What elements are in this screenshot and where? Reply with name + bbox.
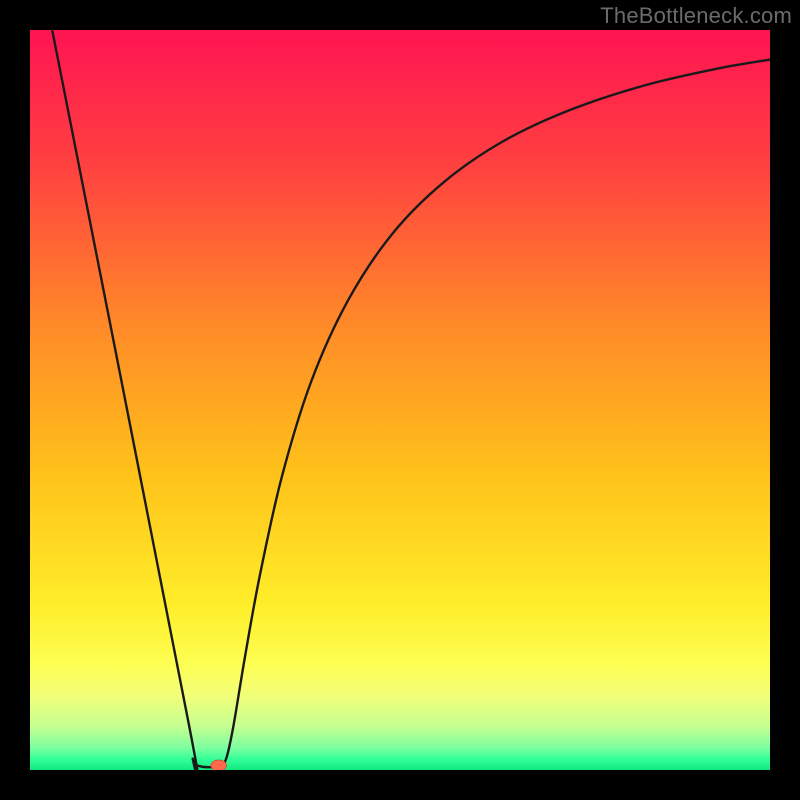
watermark-text: TheBottleneck.com <box>600 3 792 29</box>
optimal-point-marker <box>211 760 227 771</box>
chart-background-gradient <box>30 30 770 770</box>
bottleneck-chart <box>0 0 800 800</box>
